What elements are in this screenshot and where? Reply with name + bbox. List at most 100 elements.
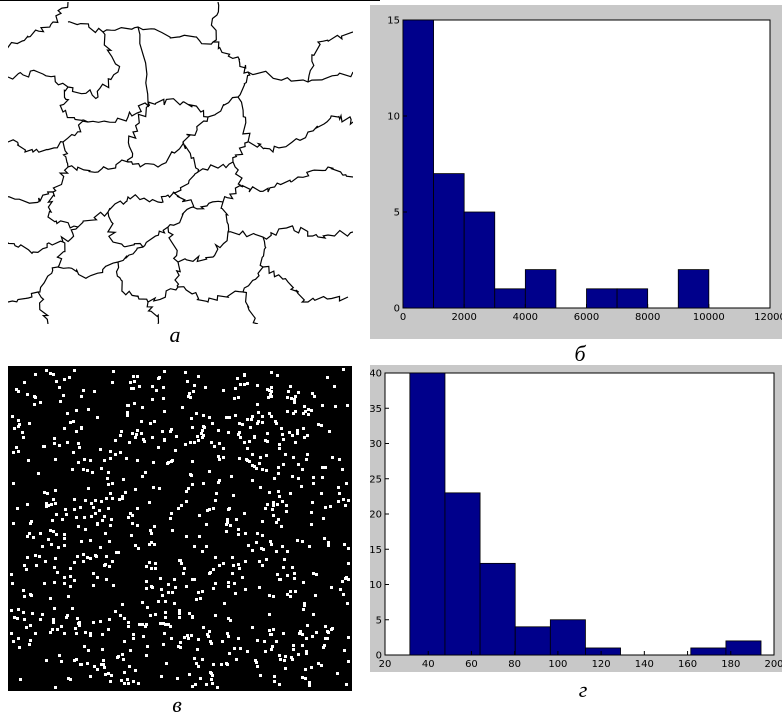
point-dot [292, 456, 295, 459]
point-dot [275, 521, 278, 524]
point-dot [322, 646, 325, 649]
point-dot [214, 582, 217, 585]
point-dot [289, 595, 292, 598]
point-dot [273, 680, 276, 683]
point-dot [89, 675, 92, 678]
point-dot [111, 482, 114, 485]
point-dot [77, 442, 80, 445]
point-dot [212, 587, 215, 590]
point-dot [310, 409, 313, 412]
point-dot [210, 642, 213, 645]
point-dot [73, 659, 76, 662]
point-dot [223, 602, 226, 605]
point-dot [206, 633, 209, 636]
point-dot [338, 492, 341, 495]
point-dot [68, 376, 71, 379]
point-dot [75, 632, 78, 635]
point-dot [212, 568, 215, 571]
y-tick-label: 25 [370, 474, 382, 485]
point-dot [107, 672, 110, 675]
point-dot [82, 389, 85, 392]
point-dot [227, 585, 230, 588]
top-rule [0, 0, 380, 1]
point-dot [34, 373, 37, 376]
point-dot [101, 519, 104, 522]
point-dot [149, 422, 152, 425]
point-dot [53, 437, 56, 440]
point-dot [104, 532, 107, 535]
point-dot [109, 457, 112, 460]
point-dot [305, 652, 308, 655]
point-dot [266, 432, 269, 435]
histogram-bar [409, 372, 446, 656]
point-dot [338, 458, 341, 461]
point-dot [95, 555, 98, 558]
point-dot [12, 451, 15, 454]
point-dot [296, 539, 299, 542]
point-dot [282, 632, 285, 635]
point-dot [261, 421, 264, 424]
point-dot [218, 479, 221, 482]
point-dot [327, 544, 330, 547]
point-dot [312, 476, 315, 479]
point-dot [169, 430, 172, 433]
point-dot [107, 628, 110, 631]
caption-b: б [574, 341, 586, 366]
point-dot [303, 604, 306, 607]
point-dot [12, 482, 15, 485]
point-dot [212, 507, 215, 510]
point-dot [256, 384, 259, 387]
point-dot [63, 427, 66, 430]
point-dot [202, 434, 205, 437]
point-dot [297, 653, 300, 656]
point-dot [238, 567, 241, 570]
point-dot [198, 514, 201, 517]
histogram-bar [494, 288, 526, 309]
x-tick-label: 10000 [693, 312, 725, 323]
point-dot [193, 578, 196, 581]
point-dot [193, 657, 196, 660]
point-dot [264, 439, 267, 442]
point-dot [61, 518, 64, 521]
point-dot [152, 486, 155, 489]
point-dot [294, 590, 297, 593]
point-dot [296, 432, 299, 435]
point-dot [75, 409, 78, 412]
point-dot [256, 639, 259, 642]
point-dot [291, 434, 294, 437]
point-dot [47, 504, 50, 507]
point-dot [10, 609, 13, 612]
point-dot [132, 633, 135, 636]
point-dot [327, 541, 330, 544]
point-dot [239, 383, 242, 386]
point-dot [82, 468, 85, 471]
point-dot [259, 674, 262, 677]
point-dot [124, 491, 127, 494]
x-tick-label: 4000 [513, 312, 538, 323]
point-dot [149, 614, 152, 617]
y-tick-label: 0 [394, 304, 400, 315]
point-dot [80, 426, 83, 429]
point-dot [181, 406, 184, 409]
point-dot [324, 637, 327, 640]
point-dot [123, 640, 126, 643]
point-dot [270, 390, 273, 393]
x-tick-label: 6000 [574, 312, 599, 323]
histogram-bar [586, 288, 618, 309]
point-dot [191, 426, 194, 429]
point-dot [54, 557, 57, 560]
point-dot [119, 451, 122, 454]
point-dot [342, 368, 345, 371]
point-dot [270, 371, 273, 374]
point-dot [182, 572, 185, 575]
point-dot [291, 475, 294, 478]
point-dot [82, 553, 85, 556]
point-dot [137, 682, 140, 685]
point-dot [294, 410, 297, 413]
point-dot [272, 595, 275, 598]
boundary-line [57, 246, 144, 279]
point-dot [201, 436, 204, 439]
point-dot [28, 532, 31, 535]
point-dot [262, 548, 265, 551]
